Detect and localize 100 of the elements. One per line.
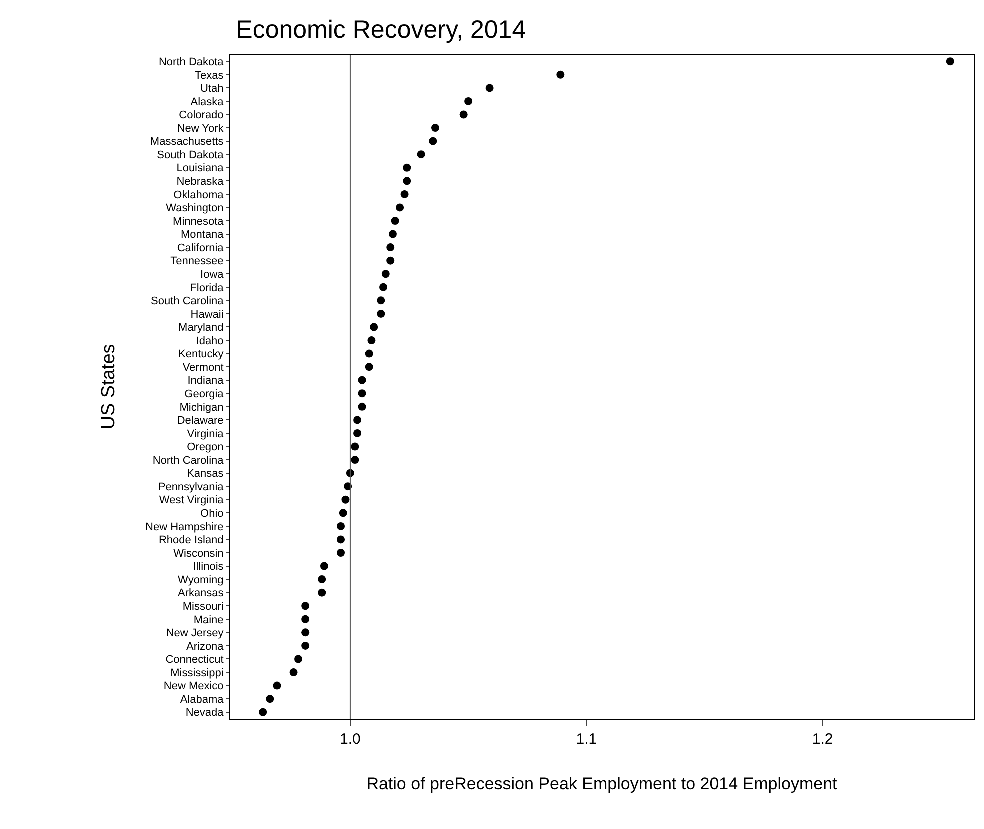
point [351, 456, 360, 464]
x-axis-title: Ratio of preRecession Peak Employment to 2014 Employment [366, 774, 838, 794]
y-tick-label: Washington [166, 202, 224, 215]
y-tick-label: New Mexico [164, 680, 224, 693]
point [370, 323, 378, 332]
y-tick-label: Wyoming [178, 574, 224, 586]
y-tick-label: Nevada [186, 707, 225, 720]
point [400, 190, 409, 198]
y-tick-label: Minnesota [173, 216, 225, 228]
y-tick-label: West Virginia [159, 494, 225, 507]
y-tick-label: Arizona [186, 640, 225, 653]
point [380, 283, 388, 292]
point [259, 708, 268, 716]
point [417, 150, 426, 159]
y-tick-label: New Hampshire [146, 521, 224, 534]
y-tick-label: North Dakota [158, 56, 225, 68]
y-axis-title: US States [98, 344, 120, 430]
point [302, 628, 310, 637]
y-tick-label: Virginia [187, 428, 225, 440]
y-tick-label: Alaska [190, 96, 225, 108]
point [377, 310, 386, 318]
y-tick-label: North Carolina [152, 454, 225, 467]
point [302, 642, 310, 650]
point [337, 549, 346, 557]
point [382, 270, 390, 278]
x-tick-label: 1.0 [340, 731, 361, 748]
y-tick-label: South Carolina [151, 296, 225, 308]
y-tick-label: Michigan [180, 402, 224, 414]
point [358, 376, 366, 384]
y-tick-label: Ohio [200, 508, 224, 520]
y-tick-label: Arkansas [178, 588, 224, 600]
y-tick-label: Iowa [200, 268, 225, 281]
point [403, 164, 412, 172]
y-tick-label: Vermont [182, 362, 224, 374]
y-tick-label: California [177, 242, 225, 254]
point [337, 522, 346, 530]
point [386, 256, 395, 265]
point [403, 177, 412, 186]
point [486, 84, 494, 92]
point [290, 668, 298, 677]
point [464, 97, 473, 106]
y-tick-label: Kentucky [178, 348, 224, 361]
y-tick-label: Wisconsin [174, 548, 224, 560]
point [294, 655, 302, 664]
point [556, 70, 565, 79]
y-tick-label: South Dakota [157, 149, 225, 162]
y-tick-label: Connecticut [166, 654, 224, 666]
y-tick-label: Illinois [193, 561, 224, 574]
chart-title: Economic Recovery, 2014 [236, 16, 526, 44]
point [431, 124, 440, 132]
y-tick-label: Utah [200, 83, 224, 96]
y-tick-label: Hawaii [190, 308, 224, 321]
x-tick-label: 1.2 [812, 731, 834, 748]
y-tick-label: Oregon [187, 442, 224, 454]
y-tick-label: Alabama [180, 694, 225, 706]
y-tick-label: Pennsylvania [158, 481, 225, 494]
y-tick-label: Florida [190, 282, 225, 294]
x-tick-label: 1.1 [576, 731, 598, 748]
point [391, 217, 400, 225]
y-tick-label: Oklahoma [174, 189, 225, 202]
point [351, 442, 360, 451]
y-tick-label: Massachusetts [150, 136, 224, 148]
point [358, 402, 366, 411]
point [266, 695, 274, 704]
point [388, 230, 397, 238]
y-tick-label: Rhode Island [158, 534, 224, 547]
y-tick-label: Idaho [196, 335, 224, 348]
point [339, 509, 348, 518]
point [377, 296, 386, 305]
point [337, 536, 346, 544]
y-tick-label: Colorado [179, 110, 224, 122]
point [302, 615, 310, 624]
y-tick-label: Mississippi [170, 667, 224, 680]
point [946, 58, 954, 66]
point [273, 682, 282, 690]
y-tick-label: Georgia [184, 388, 225, 400]
point [358, 390, 366, 398]
point [460, 110, 468, 119]
point [318, 588, 326, 597]
y-tick-label: Montana [180, 229, 225, 242]
y-tick-label: Maryland [178, 322, 224, 334]
point [365, 350, 374, 358]
point [318, 576, 326, 584]
point [396, 204, 404, 212]
point [429, 137, 438, 146]
y-tick-label: Maine [194, 614, 224, 626]
y-tick-label: Indiana [188, 375, 225, 388]
y-tick-label: Tennessee [170, 256, 224, 268]
y-tick-label: New York [177, 122, 224, 135]
point [368, 336, 376, 345]
point [365, 363, 374, 372]
y-tick-label: Kansas [187, 468, 224, 480]
y-tick-label: Texas [195, 70, 224, 82]
point [354, 429, 362, 438]
y-tick-label: Missouri [182, 600, 224, 613]
y-tick-label: Nebraska [176, 176, 225, 188]
point [386, 244, 395, 252]
y-tick-label: Delaware [177, 415, 224, 428]
y-tick-label: Louisiana [176, 162, 225, 175]
point [342, 496, 350, 504]
